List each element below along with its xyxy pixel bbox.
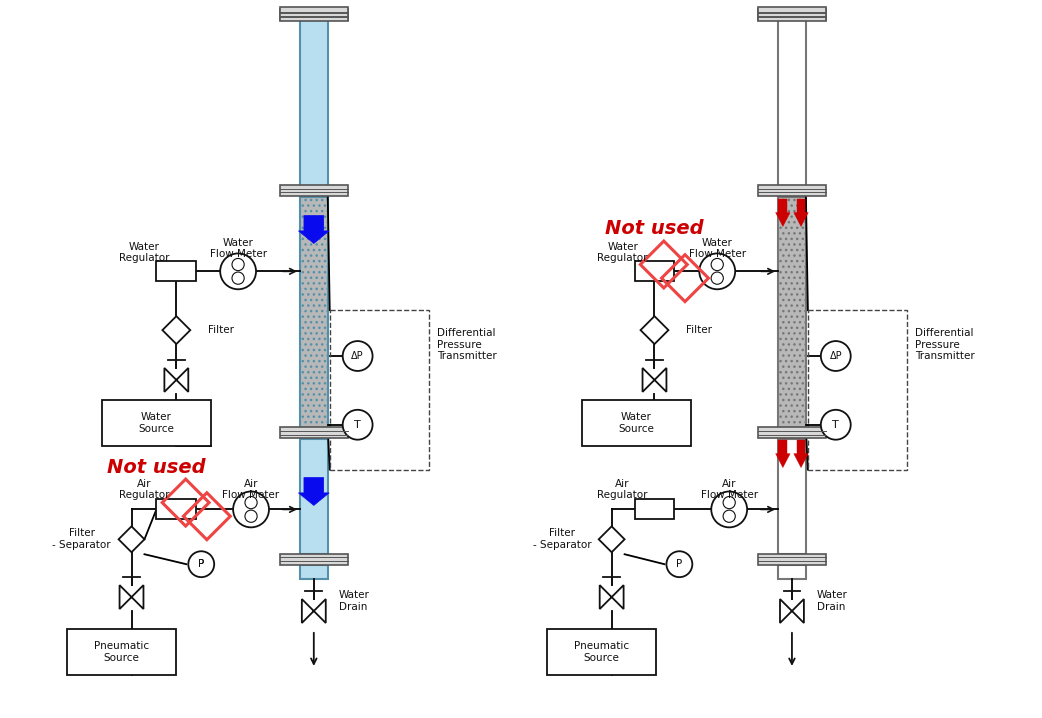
Polygon shape xyxy=(775,213,790,226)
Polygon shape xyxy=(778,439,788,454)
Polygon shape xyxy=(298,215,329,243)
Text: Air
Regulator: Air Regulator xyxy=(119,479,170,500)
Polygon shape xyxy=(780,599,803,623)
Text: P: P xyxy=(676,559,683,569)
Text: T: T xyxy=(833,420,839,430)
Text: Water
Source: Water Source xyxy=(139,412,174,434)
Circle shape xyxy=(343,410,373,439)
Polygon shape xyxy=(641,316,668,344)
Polygon shape xyxy=(796,199,805,213)
Polygon shape xyxy=(599,526,624,552)
Circle shape xyxy=(723,497,736,508)
Polygon shape xyxy=(778,199,788,213)
Bar xyxy=(300,565,328,579)
Polygon shape xyxy=(794,454,809,467)
Polygon shape xyxy=(643,368,667,392)
Text: Air
Regulator: Air Regulator xyxy=(597,479,648,500)
Circle shape xyxy=(245,497,257,508)
Text: Water
Drain: Water Drain xyxy=(339,590,370,612)
Bar xyxy=(759,9,826,20)
Circle shape xyxy=(711,258,723,271)
Bar xyxy=(156,500,196,519)
Text: Filter
- Separator: Filter - Separator xyxy=(532,528,591,550)
Bar xyxy=(778,565,805,579)
Circle shape xyxy=(711,272,723,284)
Bar xyxy=(300,197,328,428)
Bar xyxy=(280,185,348,196)
Polygon shape xyxy=(775,454,790,467)
Polygon shape xyxy=(163,316,191,344)
Text: T: T xyxy=(354,420,361,430)
Text: Not used: Not used xyxy=(107,458,205,477)
Text: Filter: Filter xyxy=(687,325,713,335)
Bar xyxy=(300,439,328,554)
Polygon shape xyxy=(794,213,809,226)
Text: Water
Flow Meter: Water Flow Meter xyxy=(689,238,746,259)
Text: Filter: Filter xyxy=(208,325,234,335)
Text: Water
Flow Meter: Water Flow Meter xyxy=(209,238,267,259)
Bar xyxy=(329,310,429,470)
Bar xyxy=(635,261,674,281)
Circle shape xyxy=(699,253,736,289)
Text: Water
Drain: Water Drain xyxy=(817,590,848,612)
Text: Air
Flow Meter: Air Flow Meter xyxy=(700,479,758,500)
Bar xyxy=(547,629,656,675)
Circle shape xyxy=(821,410,850,439)
Circle shape xyxy=(667,551,692,577)
Bar xyxy=(102,400,212,446)
Text: Differential
Pressure
Transmitter: Differential Pressure Transmitter xyxy=(916,328,975,361)
Polygon shape xyxy=(302,599,326,623)
Polygon shape xyxy=(165,368,189,392)
Bar xyxy=(778,197,805,428)
Bar xyxy=(759,427,826,438)
Text: Water
Regulator: Water Regulator xyxy=(597,242,648,264)
Text: Water
Regulator: Water Regulator xyxy=(119,242,170,264)
Bar xyxy=(280,9,348,20)
Bar xyxy=(280,427,348,438)
Circle shape xyxy=(821,341,850,371)
Circle shape xyxy=(232,272,244,284)
Bar xyxy=(300,20,328,186)
Bar xyxy=(635,500,674,519)
Polygon shape xyxy=(796,439,805,454)
Polygon shape xyxy=(120,585,144,609)
Polygon shape xyxy=(119,526,145,552)
Text: ΔP: ΔP xyxy=(351,351,364,361)
Bar xyxy=(67,629,176,675)
Bar xyxy=(778,20,805,186)
Text: Air
Flow Meter: Air Flow Meter xyxy=(223,479,279,500)
Bar xyxy=(759,554,826,564)
Circle shape xyxy=(245,510,257,522)
Circle shape xyxy=(343,341,373,371)
Circle shape xyxy=(232,258,244,271)
Text: P: P xyxy=(198,559,204,569)
Circle shape xyxy=(712,492,747,527)
Circle shape xyxy=(233,492,269,527)
Circle shape xyxy=(220,253,256,289)
Bar xyxy=(280,554,348,564)
Bar xyxy=(759,7,826,22)
Bar xyxy=(280,7,348,22)
Circle shape xyxy=(723,510,736,522)
Bar xyxy=(156,261,196,281)
Bar xyxy=(808,310,908,470)
Text: Filter
- Separator: Filter - Separator xyxy=(52,528,111,550)
Text: P: P xyxy=(198,559,204,569)
Text: ΔP: ΔP xyxy=(829,351,842,361)
Bar xyxy=(581,400,691,446)
Text: Pneumatic
Source: Pneumatic Source xyxy=(94,641,149,663)
Bar xyxy=(759,185,826,196)
Bar xyxy=(778,439,805,554)
Text: Pneumatic
Source: Pneumatic Source xyxy=(574,641,629,663)
Polygon shape xyxy=(600,585,623,609)
Text: Not used: Not used xyxy=(605,219,703,238)
Text: Water
Source: Water Source xyxy=(619,412,654,434)
Text: Differential
Pressure
Transmitter: Differential Pressure Transmitter xyxy=(438,328,497,361)
Circle shape xyxy=(189,551,215,577)
Polygon shape xyxy=(298,477,329,505)
